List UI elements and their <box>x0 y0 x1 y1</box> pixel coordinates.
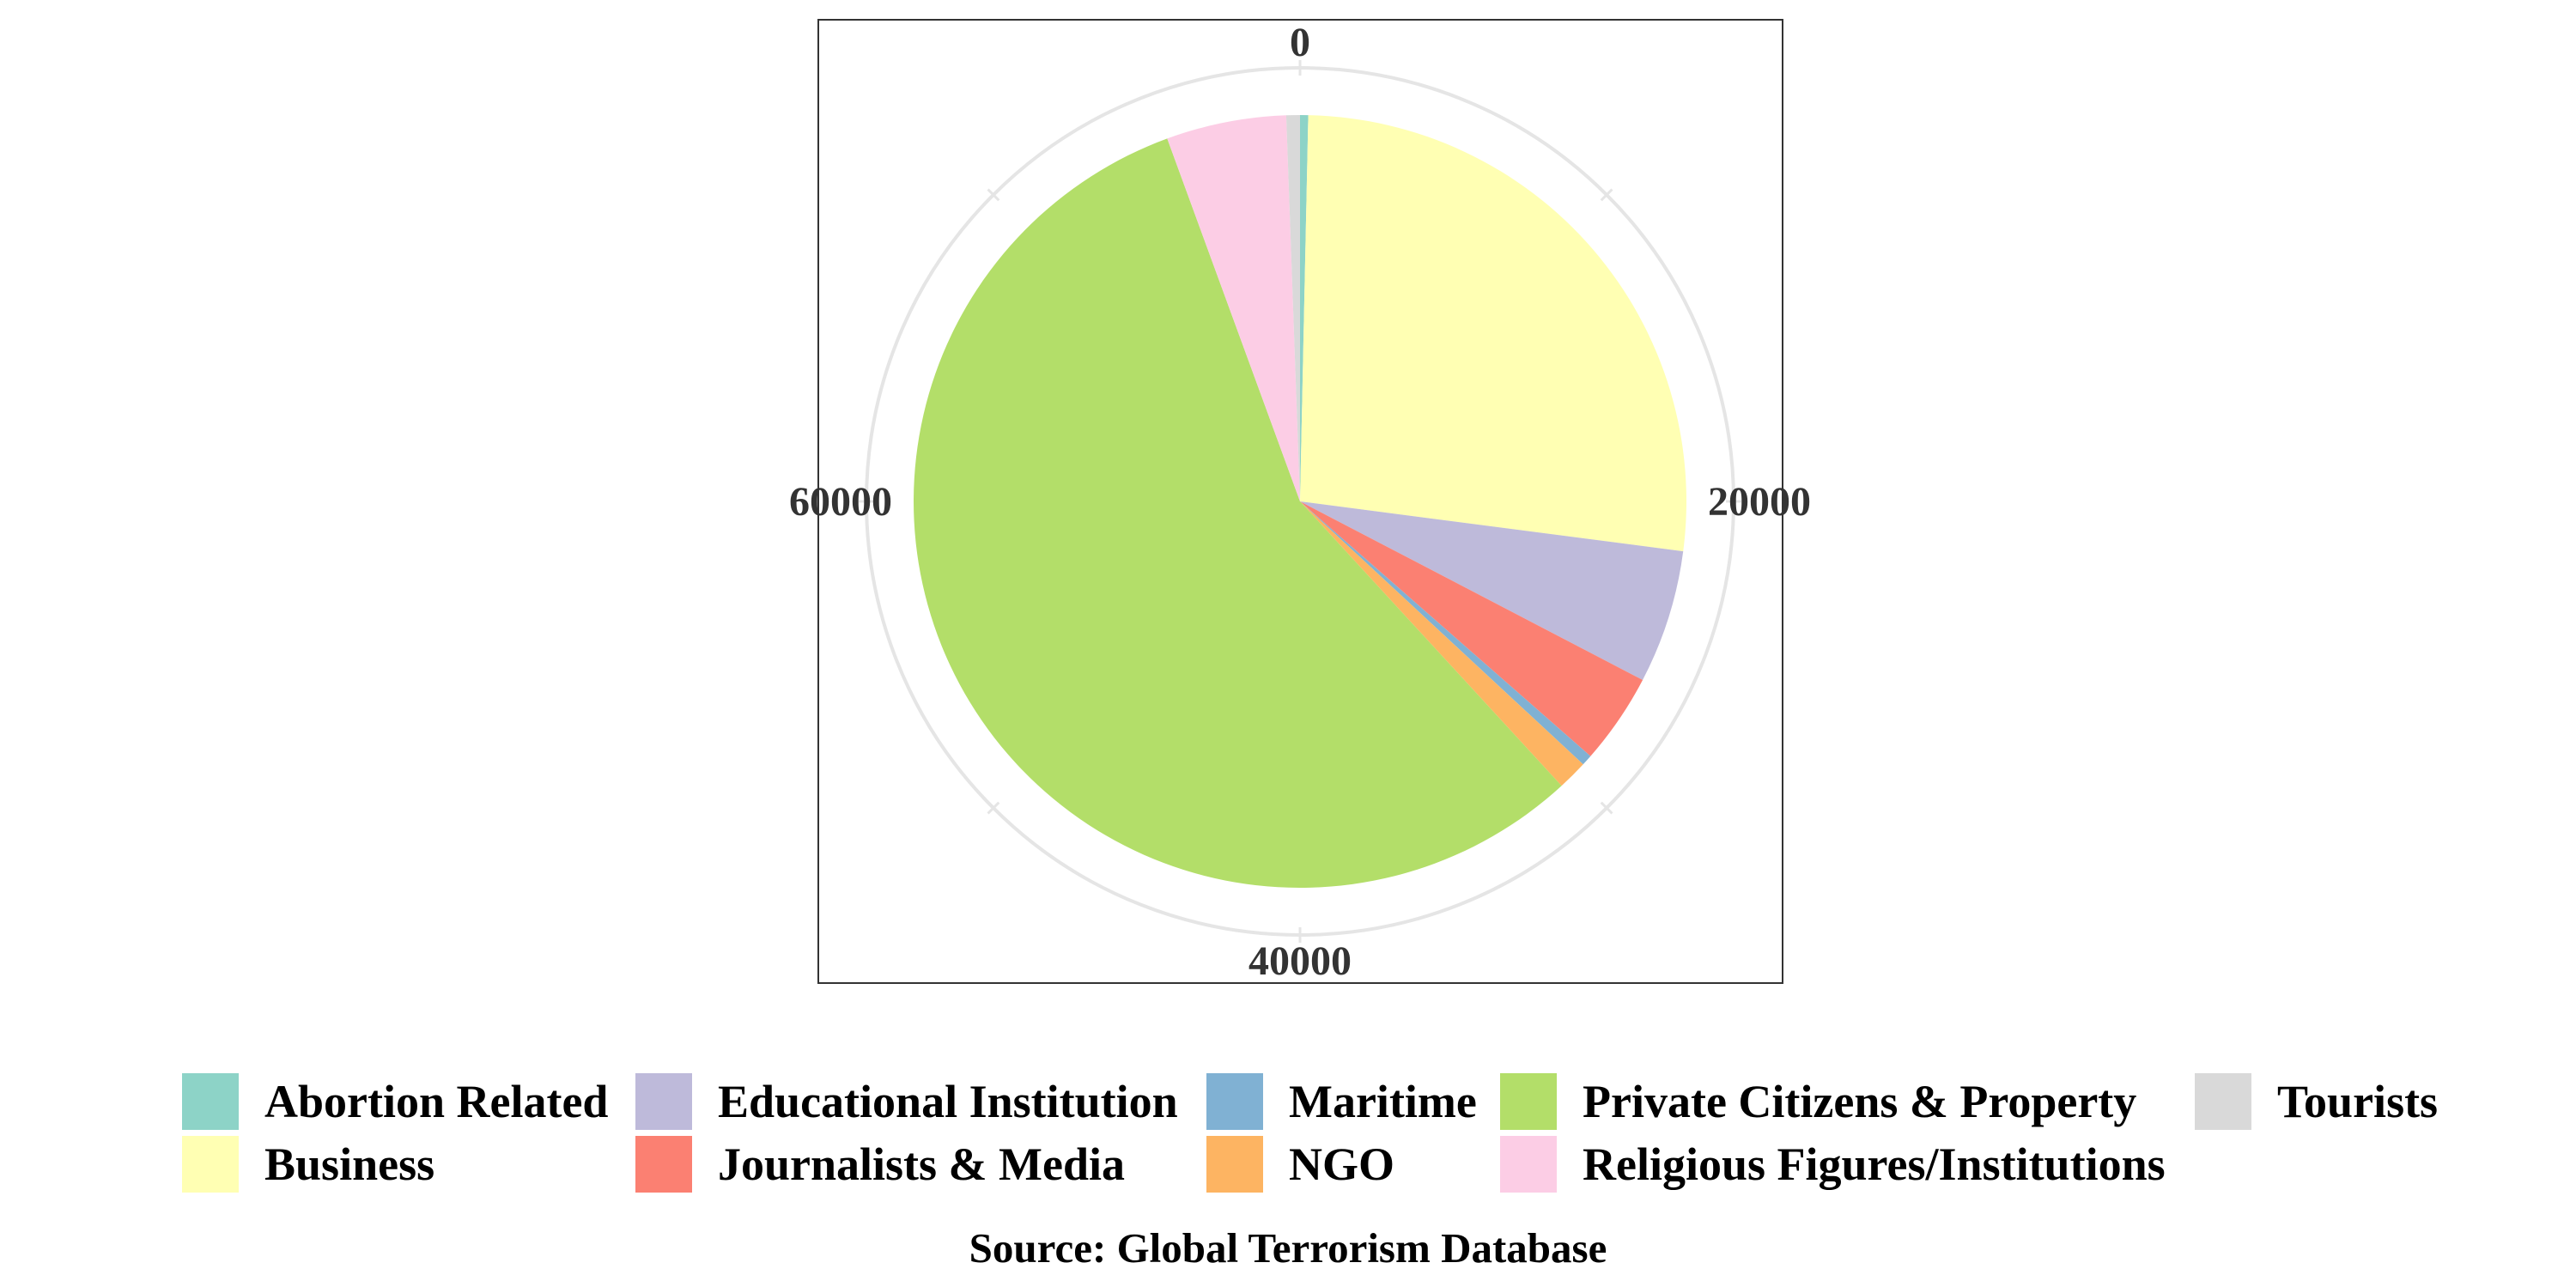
grid-tick <box>1600 188 1613 202</box>
chart-caption: Source: Global Terrorism Database <box>969 1224 1607 1272</box>
legend-label: Tourists <box>2277 1076 2439 1127</box>
legend-swatch <box>182 1073 239 1130</box>
legend-swatch <box>1206 1073 1263 1130</box>
legend-item: Tourists <box>2195 1071 2438 1132</box>
legend-label: Religious Figures/Institutions <box>1583 1138 2166 1190</box>
grid-tick <box>1600 801 1613 815</box>
legend: Abortion Related Business Educational Inst… <box>182 1071 2500 1202</box>
pie-slices <box>914 115 1687 888</box>
legend-item: Religious Figures/Institutions <box>1500 1134 2166 1194</box>
legend-item: NGO <box>1206 1134 1394 1194</box>
legend-swatch <box>1500 1073 1557 1130</box>
slice-tourists <box>1285 115 1300 501</box>
slice-private-citizens-property <box>914 138 1562 888</box>
tick-label: 60000 <box>789 479 892 525</box>
tick-label: 20000 <box>1708 479 1811 525</box>
pie-chart: 0 20000 40000 60000 <box>789 19 1811 984</box>
legend-label: Private Citizens & Property <box>1583 1076 2137 1127</box>
legend-label: Abortion Related <box>264 1076 609 1127</box>
legend-item: Business <box>182 1134 434 1194</box>
grid-tick <box>987 188 1000 202</box>
slice-educational-institution <box>1300 501 1684 680</box>
legend-swatch <box>635 1136 692 1193</box>
grid-tick <box>987 801 1000 815</box>
slice-maritime <box>1300 501 1591 765</box>
legend-item: Abortion Related <box>182 1071 608 1132</box>
legend-swatch <box>1206 1136 1263 1193</box>
tick-label: 40000 <box>1249 938 1352 984</box>
legend-item: Journalists & Media <box>635 1134 1125 1194</box>
legend-swatch <box>182 1136 239 1193</box>
slice-business <box>1300 115 1687 552</box>
slice-religious-figures-institutions <box>1167 115 1300 502</box>
legend-label: NGO <box>1289 1138 1395 1190</box>
polar-grid <box>859 60 1741 943</box>
legend-swatch <box>1500 1136 1557 1193</box>
legend-label: Maritime <box>1289 1076 1477 1127</box>
tick-label: 0 <box>1290 20 1310 65</box>
legend-swatch <box>2195 1073 2251 1130</box>
legend-item: Educational Institution <box>635 1071 1178 1132</box>
slice-abortion-related <box>1300 115 1309 501</box>
legend-item: Maritime <box>1206 1071 1477 1132</box>
legend-label: Journalists & Media <box>718 1138 1126 1190</box>
legend-label: Educational Institution <box>718 1076 1178 1127</box>
slice-journalists-media <box>1300 501 1643 756</box>
legend-label: Business <box>264 1138 435 1190</box>
legend-swatch <box>635 1073 692 1130</box>
radial-tick-labels: 0 20000 40000 60000 <box>789 20 1811 984</box>
legend-item: Private Citizens & Property <box>1500 1071 2136 1132</box>
slice-ngo <box>1300 501 1583 786</box>
